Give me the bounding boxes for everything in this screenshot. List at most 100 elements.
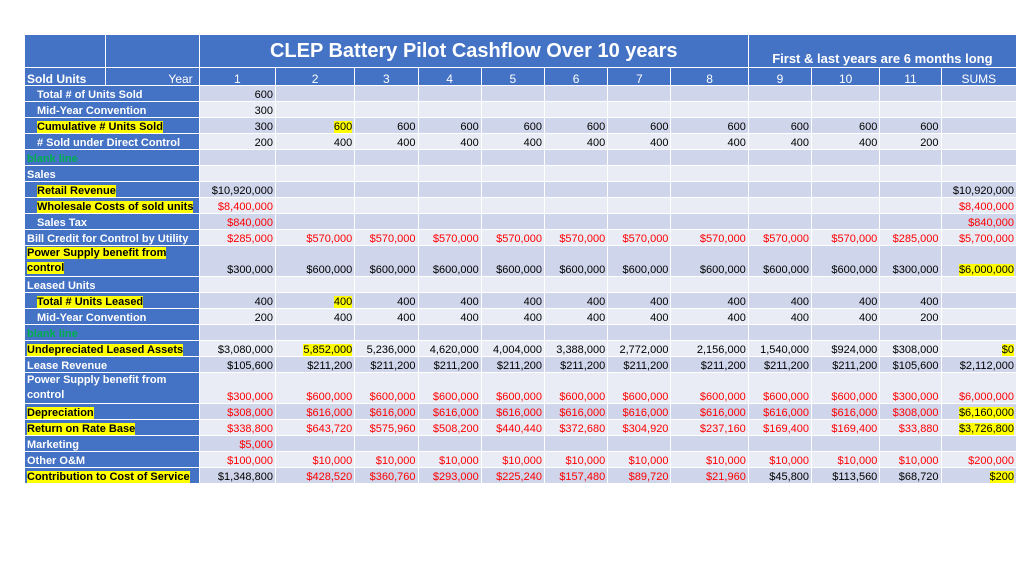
year-column-7[interactable]: 7 [607,67,672,86]
table-cell[interactable] [417,324,482,341]
table-cell[interactable] [417,197,482,214]
table-cell[interactable] [274,197,356,214]
table-cell[interactable]: $643,720 [274,419,356,436]
table-cell[interactable] [747,276,813,293]
table-cell[interactable]: 400 [811,133,881,150]
row-label[interactable]: blank line [24,324,200,341]
table-cell[interactable]: 600 [543,117,609,134]
table-cell[interactable]: $600,000 [747,372,813,404]
table-cell[interactable]: $10,000 [670,451,749,468]
table-cell[interactable] [480,181,545,198]
table-cell[interactable]: 400 [480,308,545,325]
table-cell[interactable]: 400 [274,308,356,325]
table-cell[interactable]: 400 [747,133,813,150]
table-cell[interactable] [940,276,1018,293]
table-cell[interactable]: $616,000 [354,403,419,420]
table-cell[interactable]: $570,000 [747,229,813,246]
table-cell[interactable] [811,213,881,230]
table-cell[interactable]: 600 [747,117,813,134]
header-cell[interactable] [105,34,200,68]
table-cell[interactable] [354,324,419,341]
table-cell[interactable]: 400 [607,308,672,325]
table-cell[interactable]: $616,000 [670,403,749,420]
table-cell[interactable] [543,197,609,214]
table-cell[interactable]: $570,000 [354,229,419,246]
table-cell[interactable] [480,276,545,293]
row-label[interactable]: Bill Credit for Control by Utility [24,229,200,246]
row-label[interactable]: Mid-Year Convention [24,101,200,118]
table-cell[interactable]: $1,348,800 [198,467,276,484]
table-cell[interactable] [879,435,942,452]
table-cell[interactable]: $0 [940,340,1018,357]
table-cell[interactable]: $600,000 [543,245,609,277]
table-cell[interactable] [198,324,276,341]
table-cell[interactable]: $616,000 [543,403,609,420]
table-cell[interactable]: 600 [811,117,881,134]
year-column-2[interactable]: 2 [274,67,356,86]
table-cell[interactable]: $570,000 [274,229,356,246]
table-cell[interactable]: 600 [670,117,749,134]
table-cell[interactable] [940,85,1018,102]
table-cell[interactable]: $169,400 [811,419,881,436]
table-cell[interactable]: 5,236,000 [354,340,419,357]
table-cell[interactable]: 400 [198,292,276,309]
table-cell[interactable] [480,85,545,102]
table-cell[interactable]: 400 [354,308,419,325]
table-cell[interactable]: $89,720 [607,467,672,484]
table-cell[interactable]: 5,852,000 [274,340,356,357]
table-cell[interactable] [811,101,881,118]
table-cell[interactable] [607,85,672,102]
table-cell[interactable] [543,149,609,166]
table-cell[interactable]: $10,920,000 [198,181,276,198]
table-cell[interactable]: 400 [811,308,881,325]
table-cell[interactable]: 400 [670,292,749,309]
table-cell[interactable]: $600,000 [670,245,749,277]
table-cell[interactable]: 400 [417,308,482,325]
row-label[interactable]: Depreciation [24,403,200,420]
table-cell[interactable]: $600,000 [417,245,482,277]
table-cell[interactable]: 400 [811,292,881,309]
table-cell[interactable]: 300 [198,117,276,134]
table-cell[interactable] [354,165,419,182]
table-cell[interactable] [607,213,672,230]
year-column-8[interactable]: 8 [670,67,749,86]
table-cell[interactable]: 2,772,000 [607,340,672,357]
table-cell[interactable] [543,85,609,102]
row-label[interactable]: Lease Revenue [24,356,200,373]
table-cell[interactable] [607,276,672,293]
table-cell[interactable] [607,435,672,452]
table-cell[interactable]: $600,000 [747,245,813,277]
table-cell[interactable]: 400 [274,292,356,309]
table-cell[interactable] [198,165,276,182]
year-column-4[interactable]: 4 [417,67,482,86]
table-cell[interactable]: 400 [274,133,356,150]
table-cell[interactable]: $570,000 [417,229,482,246]
table-cell[interactable]: $113,560 [811,467,881,484]
table-cell[interactable] [811,276,881,293]
table-cell[interactable] [747,165,813,182]
table-cell[interactable]: $600,000 [417,372,482,404]
table-cell[interactable]: $10,000 [480,451,545,468]
table-cell[interactable] [747,149,813,166]
table-cell[interactable]: $308,000 [879,403,942,420]
year-column-11[interactable]: 11 [879,67,942,86]
table-cell[interactable]: $10,920,000 [940,181,1018,198]
table-cell[interactable]: $300,000 [879,245,942,277]
year-column-5[interactable]: 5 [480,67,545,86]
table-cell[interactable]: 400 [417,133,482,150]
table-cell[interactable]: $600,000 [543,372,609,404]
table-cell[interactable]: $570,000 [543,229,609,246]
table-cell[interactable]: 600 [607,117,672,134]
year-column-12[interactable]: SUMS [940,67,1018,86]
table-cell[interactable]: $600,000 [480,372,545,404]
table-cell[interactable]: $68,720 [879,467,942,484]
table-cell[interactable] [811,197,881,214]
row-label[interactable]: Marketing [24,435,200,452]
table-cell[interactable] [274,149,356,166]
table-cell[interactable]: 400 [543,133,609,150]
table-cell[interactable] [811,181,881,198]
table-cell[interactable] [747,435,813,452]
table-cell[interactable] [354,213,419,230]
table-cell[interactable]: $338,800 [198,419,276,436]
table-cell[interactable] [543,101,609,118]
